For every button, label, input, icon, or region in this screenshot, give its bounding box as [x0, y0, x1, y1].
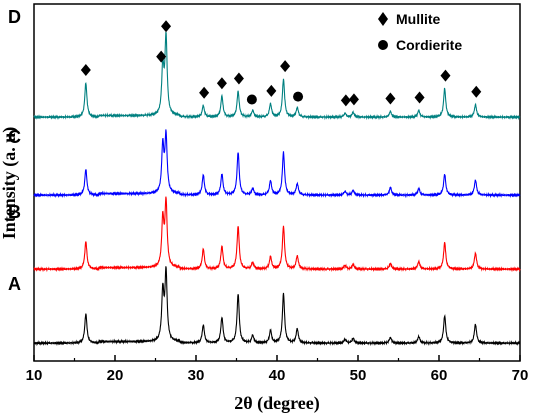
x-tick-label: 20 [107, 367, 124, 384]
x-tick-label: 60 [431, 367, 448, 384]
mullite-diamond-icon [471, 85, 482, 98]
x-tick-label: 30 [188, 367, 205, 384]
series-line-B [33, 196, 521, 273]
mullite-diamond-icon [199, 86, 210, 99]
series-line-C [33, 129, 521, 199]
plot-frame [33, 3, 521, 362]
legend-label-cordierite: Cordierite [396, 37, 462, 53]
cordierite-circle-icon [293, 91, 304, 102]
mullite-diamond-icon [385, 92, 396, 105]
cordierite-circle-icon [246, 94, 257, 105]
mullite-diamond-icon [216, 77, 227, 90]
series-label-A: A [8, 274, 21, 294]
mullite-diamond-icon [161, 20, 172, 33]
legend-circle-icon [378, 40, 388, 50]
mullite-diamond-icon [340, 94, 351, 107]
legend: Mullite Cordierite [378, 11, 462, 53]
mullite-diamond-icon [440, 69, 451, 82]
x-axis-ticks: 10 20 30 40 50 60 70 [26, 355, 529, 384]
x-tick-label: 40 [269, 367, 286, 384]
mullite-diamond-icon [266, 84, 277, 97]
mullite-diamond-icon [280, 60, 291, 73]
series-layer [33, 31, 521, 347]
legend-diamond-icon [378, 12, 388, 26]
mullite-diamond-icon [414, 91, 425, 104]
series-label-D: D [8, 7, 21, 27]
mullite-diamond-icon [156, 50, 167, 63]
series-line-D [33, 31, 521, 121]
mullite-diamond-icon [80, 63, 91, 76]
x-tick-label: 50 [350, 367, 367, 384]
series-label-C: C [8, 127, 21, 147]
mullite-diamond-icon [348, 93, 359, 106]
legend-label-mullite: Mullite [396, 11, 441, 27]
x-tick-label: 70 [512, 367, 529, 384]
series-label-B: B [8, 202, 21, 222]
phase-marker-layer [80, 20, 482, 107]
mullite-diamond-icon [233, 72, 244, 85]
y-axis-title: Intensity (a. u) [0, 127, 20, 240]
series-line-A [33, 266, 521, 347]
x-tick-label: 10 [26, 367, 43, 384]
x-axis-title: 2θ (degree) [234, 393, 320, 414]
